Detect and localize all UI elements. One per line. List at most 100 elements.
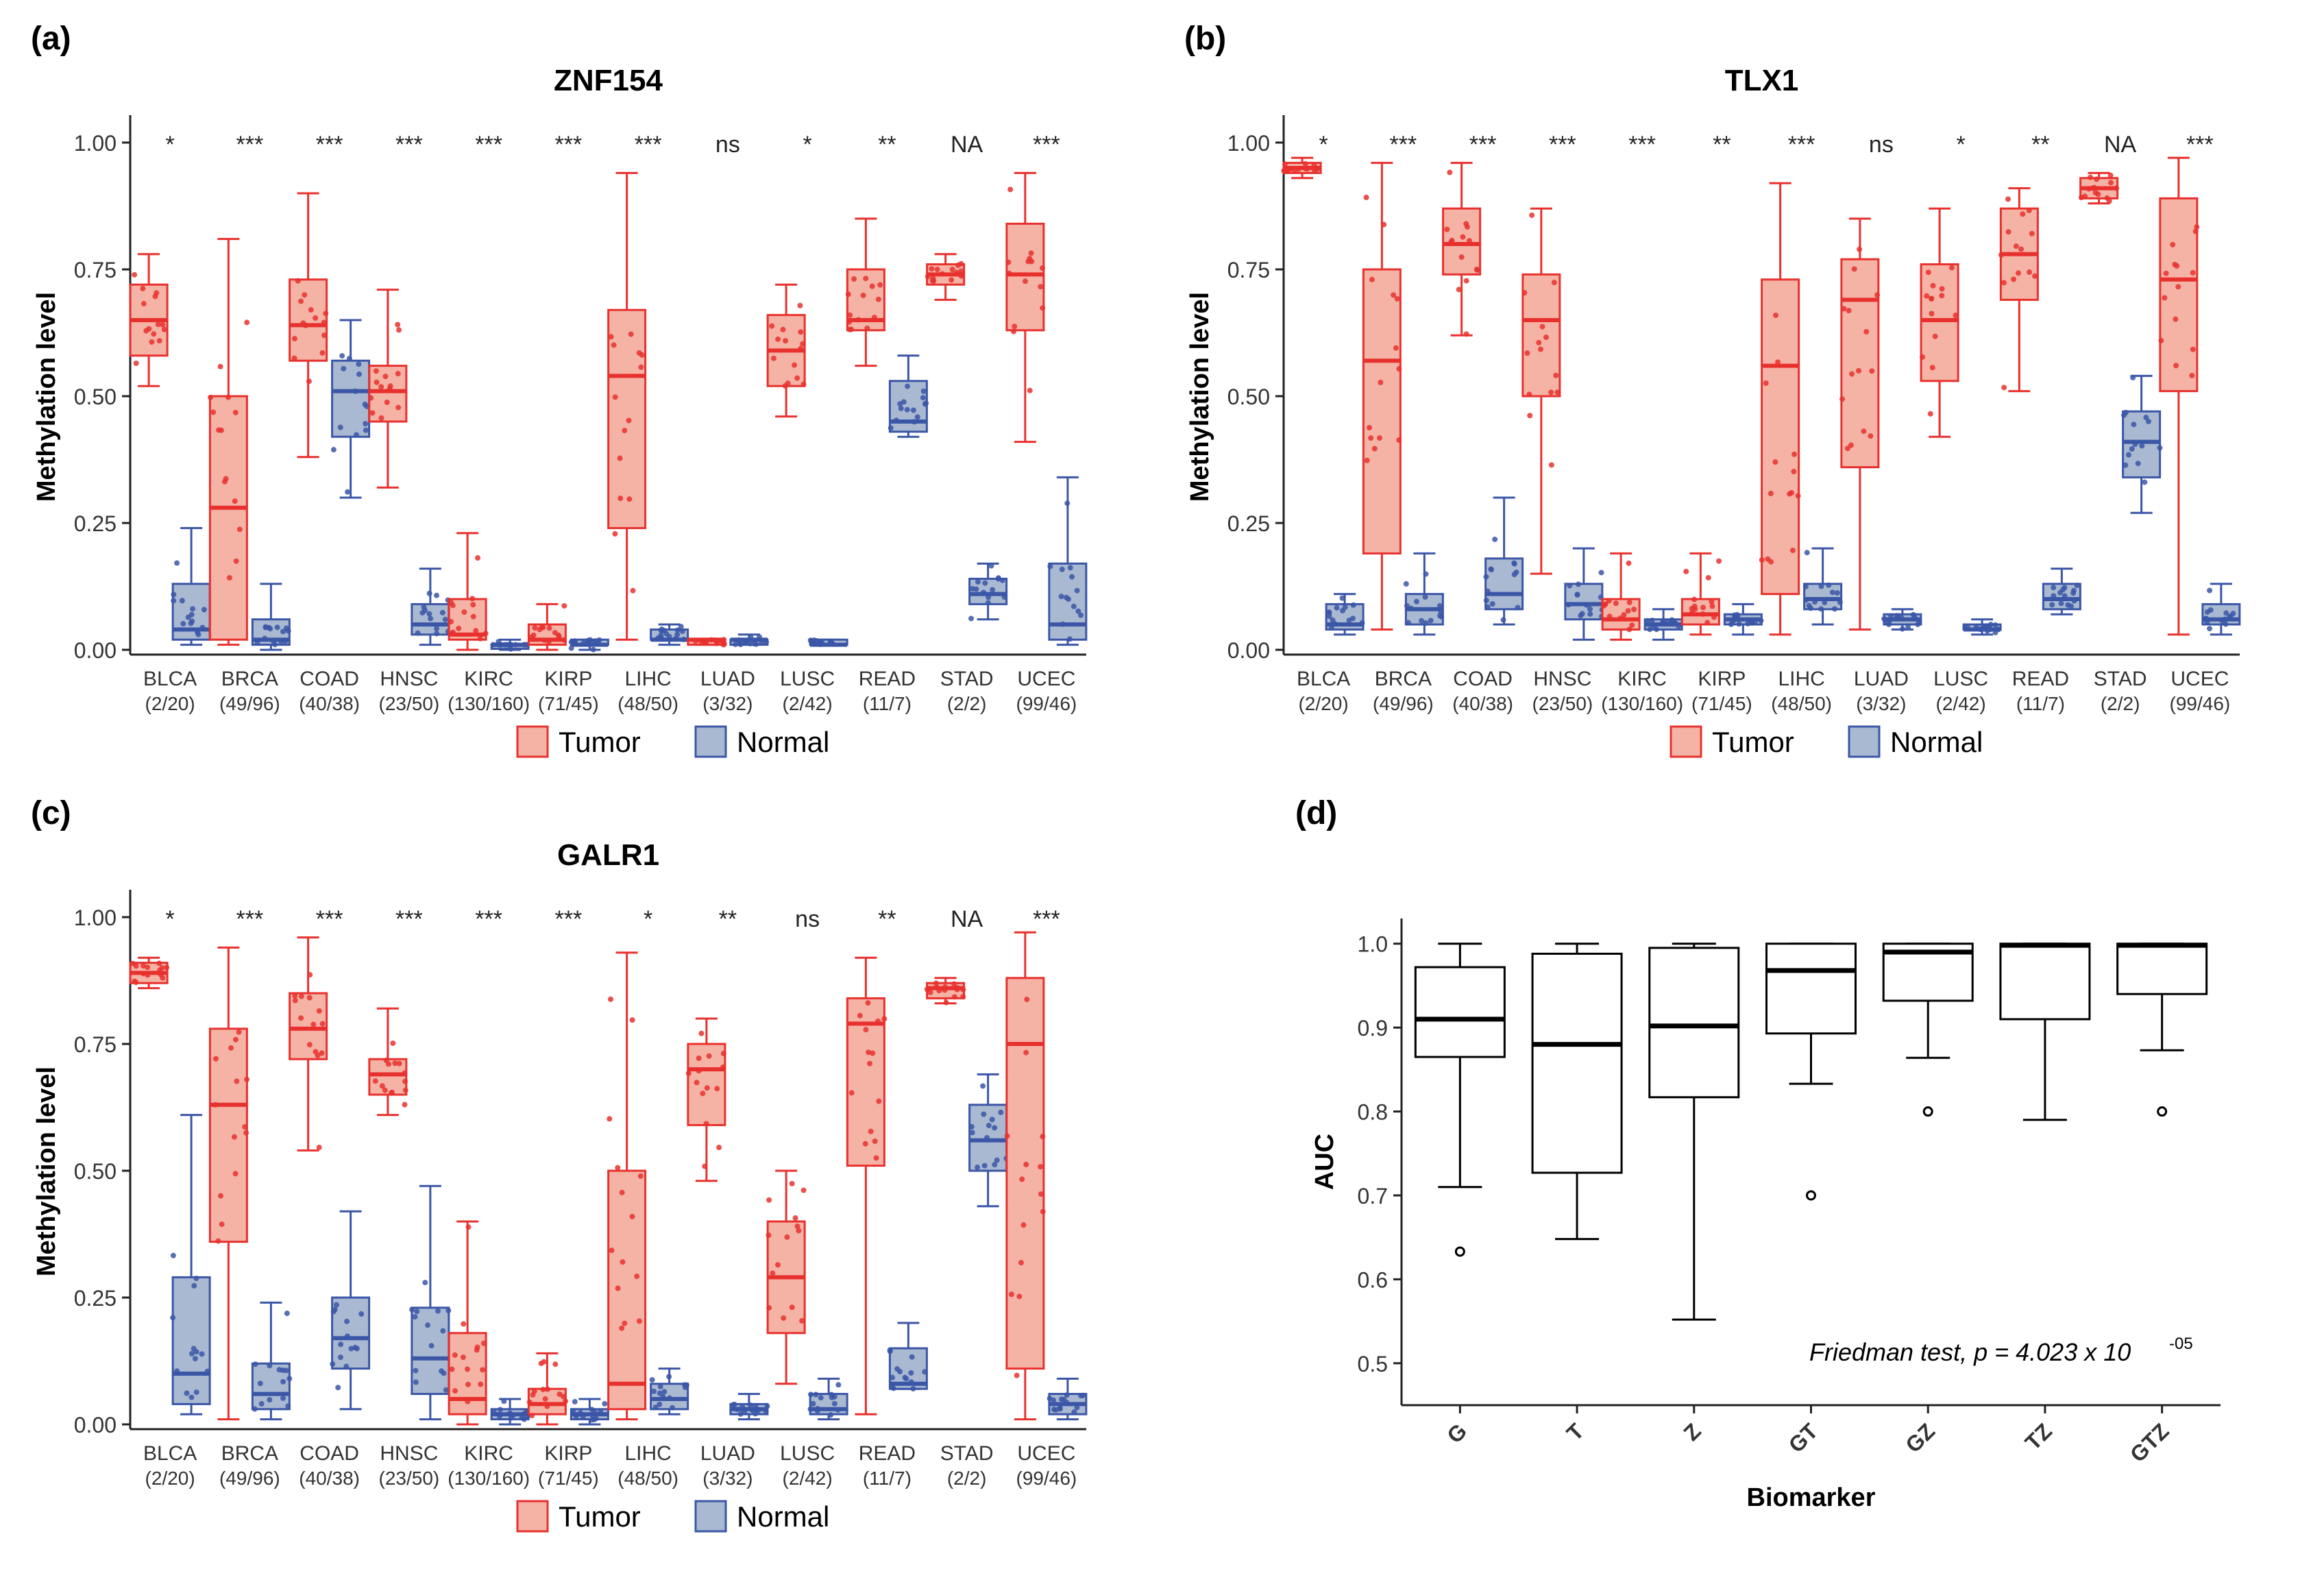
data-point bbox=[174, 1368, 180, 1374]
data-point bbox=[1929, 365, 1935, 371]
data-point bbox=[887, 1348, 893, 1354]
data-point bbox=[528, 634, 535, 640]
data-point bbox=[267, 1363, 273, 1369]
significance-label: ns bbox=[1869, 132, 1894, 158]
box-z bbox=[1648, 942, 1740, 1321]
data-point bbox=[1414, 598, 1420, 605]
data-point bbox=[794, 1224, 800, 1230]
data-point bbox=[1051, 1397, 1057, 1403]
data-point bbox=[764, 1403, 770, 1409]
box-iqr bbox=[1765, 942, 1857, 1035]
box-t bbox=[1531, 942, 1623, 1241]
legend-swatch-normal bbox=[1848, 725, 1881, 758]
data-point bbox=[775, 336, 781, 342]
box-tumor-luad bbox=[1839, 217, 1881, 631]
data-point bbox=[244, 319, 250, 326]
data-point bbox=[1791, 468, 1797, 474]
data-point bbox=[1063, 594, 1069, 600]
data-point bbox=[2086, 186, 2092, 192]
data-point bbox=[546, 639, 552, 645]
data-point bbox=[1359, 620, 1365, 626]
data-point bbox=[989, 1117, 995, 1123]
data-point bbox=[702, 1163, 708, 1169]
data-point bbox=[2194, 224, 2200, 230]
data-point bbox=[385, 1061, 391, 1067]
y-tick-label: 0.25 bbox=[74, 511, 117, 536]
data-point bbox=[396, 1060, 402, 1067]
data-point bbox=[1861, 428, 1867, 435]
data-point bbox=[617, 455, 623, 461]
data-point bbox=[923, 400, 929, 406]
data-point bbox=[1846, 308, 1852, 314]
data-point bbox=[828, 639, 834, 645]
data-point bbox=[1330, 617, 1336, 623]
data-point bbox=[252, 1406, 258, 1412]
x-tick-label: BLCA bbox=[1297, 668, 1350, 690]
data-point bbox=[716, 1145, 722, 1151]
data-point bbox=[862, 1141, 868, 1147]
data-point bbox=[1704, 620, 1711, 626]
significance-label: *** bbox=[1469, 132, 1497, 158]
y-axis-title: Methylation level bbox=[1186, 292, 1214, 502]
data-point bbox=[990, 587, 996, 593]
data-point bbox=[661, 1389, 668, 1395]
y-tick-label: 0.25 bbox=[1227, 511, 1270, 536]
data-point bbox=[994, 1157, 1000, 1163]
data-point bbox=[789, 1180, 795, 1187]
data-point bbox=[1700, 611, 1706, 617]
data-point bbox=[132, 978, 138, 984]
data-point bbox=[1613, 600, 1619, 607]
data-point bbox=[1567, 583, 1573, 589]
panel-label: (c) bbox=[31, 795, 71, 831]
data-point bbox=[560, 1394, 566, 1400]
data-point bbox=[291, 336, 297, 342]
data-point bbox=[1538, 346, 1544, 352]
data-point bbox=[285, 628, 291, 634]
data-point bbox=[981, 1163, 988, 1169]
data-point bbox=[232, 498, 238, 504]
data-point bbox=[156, 960, 162, 966]
data-point bbox=[736, 638, 742, 644]
box-tumor-stad bbox=[925, 253, 966, 301]
data-point bbox=[1075, 608, 1081, 614]
data-point bbox=[1423, 620, 1429, 626]
data-point bbox=[620, 1259, 626, 1265]
data-point bbox=[490, 642, 496, 648]
data-point bbox=[450, 629, 456, 635]
box-normal-ucec bbox=[1047, 476, 1088, 646]
data-point bbox=[469, 596, 476, 602]
data-point bbox=[908, 1370, 914, 1376]
data-point bbox=[190, 606, 196, 612]
data-point bbox=[482, 631, 489, 637]
data-point bbox=[428, 616, 434, 622]
data-point bbox=[395, 404, 402, 411]
data-point bbox=[1705, 574, 1711, 581]
data-point bbox=[2071, 598, 2077, 604]
data-point bbox=[298, 993, 304, 999]
data-point bbox=[622, 1320, 628, 1326]
data-point bbox=[2222, 616, 2228, 622]
data-point bbox=[984, 1134, 990, 1141]
data-point bbox=[872, 1138, 878, 1144]
x-axis-title: Biomarker bbox=[1747, 1483, 1876, 1512]
data-point bbox=[1773, 312, 1779, 318]
significance-label: ** bbox=[878, 906, 896, 932]
box-tumor-kirc bbox=[448, 532, 489, 651]
data-point bbox=[988, 563, 994, 569]
data-point bbox=[286, 1376, 293, 1382]
data-point bbox=[284, 1311, 290, 1317]
friedman-annotation: Friedman test, p = 4.023 x 10 bbox=[1809, 1338, 2131, 1366]
data-point bbox=[316, 1008, 322, 1014]
data-point bbox=[706, 1053, 712, 1059]
data-point bbox=[1428, 618, 1434, 624]
box-tumor-stad bbox=[924, 977, 966, 1006]
data-point bbox=[867, 1060, 873, 1067]
data-point bbox=[598, 1408, 604, 1414]
data-point bbox=[939, 271, 945, 277]
box-normal-kirp bbox=[570, 1398, 609, 1426]
y-tick-label: 0.00 bbox=[74, 638, 117, 663]
data-point bbox=[572, 1398, 578, 1404]
data-point bbox=[1932, 333, 1938, 339]
data-point bbox=[422, 607, 428, 613]
x-tick-count: (49/96) bbox=[219, 693, 280, 714]
